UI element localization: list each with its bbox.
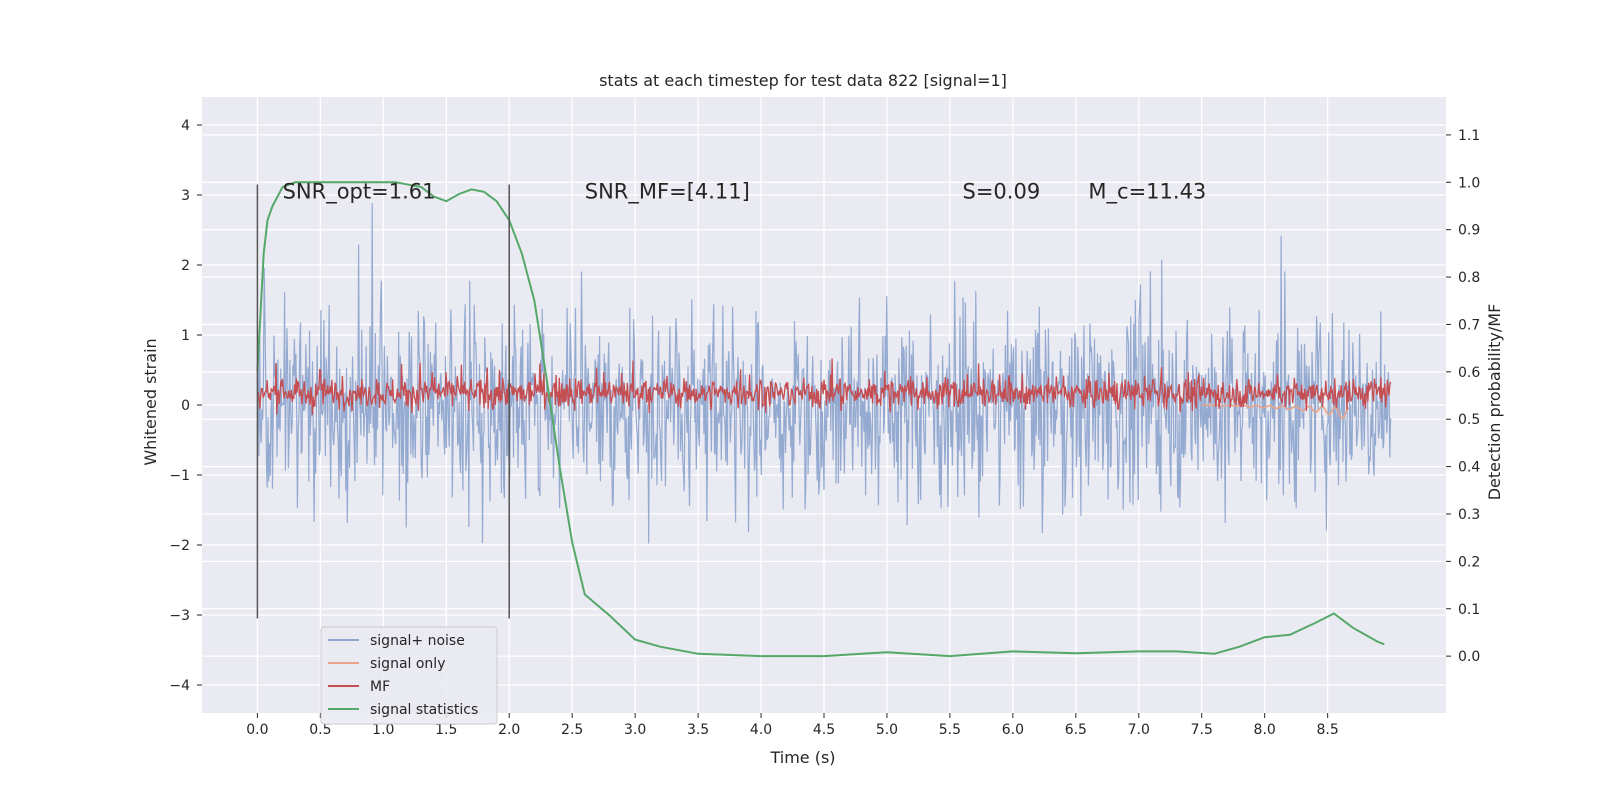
y-tick-label-right: 0.2 — [1458, 554, 1480, 570]
x-tick-label: 4.0 — [750, 722, 772, 738]
x-tick-label: 1.5 — [435, 722, 457, 738]
y-tick-label-right: 0.6 — [1458, 365, 1480, 381]
annotation-text: M_c=11.43 — [1088, 180, 1206, 205]
y-axis-label: Whitened strain — [141, 338, 160, 465]
x-axis-label: Time (s) — [769, 748, 835, 767]
y-tick-label: −1 — [169, 468, 190, 484]
y-tick-label-right: 0.1 — [1458, 602, 1480, 618]
annotation-text: SNR_MF=[4.11] — [585, 180, 750, 205]
x-tick-label: 8.0 — [1254, 722, 1276, 738]
y-tick-label: 1 — [181, 328, 190, 344]
legend-box — [320, 626, 498, 725]
legend: signal+ noise signal only MF signal stat… — [320, 626, 498, 725]
y-tick-label-right: 1.1 — [1458, 128, 1480, 144]
x-tick-label: 0.5 — [309, 722, 331, 738]
y-tick-label-right: 0.5 — [1458, 412, 1480, 428]
legend-label-mf: MF — [370, 679, 390, 695]
x-tick-label: 2.0 — [498, 722, 520, 738]
x-tick-label: 8.5 — [1317, 722, 1339, 738]
x-tick-label: 7.0 — [1128, 722, 1150, 738]
x-tick-label: 5.5 — [939, 722, 961, 738]
x-tick-label: 5.0 — [876, 722, 898, 738]
legend-label-signal-only: signal only — [370, 656, 445, 672]
axes: 0.0 0.5 1.0 1.5 2.0 2.5 3.0 3.5 4.0 4.5 5.0 5.5 6.0 6… — [169, 118, 1480, 738]
x-tick-label: 6.0 — [1002, 722, 1024, 738]
y-tick-label-right: 0.4 — [1458, 460, 1480, 476]
legend-label-signal-statistics: signal statistics — [370, 702, 478, 718]
y-tick-label: 2 — [181, 258, 190, 274]
annotation-text: SNR_opt=1.61 — [283, 180, 436, 205]
y-tick-label: −4 — [169, 678, 190, 694]
series-line-signal-statistics — [256, 181, 1385, 658]
y-tick-label: −3 — [169, 608, 190, 624]
x-tick-label: 2.5 — [561, 722, 583, 738]
annotations: SNR_opt=1.61 SNR_MF=[4.11] S=0.09 M_c=11.43 — [283, 180, 1207, 205]
y-tick-label-right: 0.9 — [1458, 223, 1480, 239]
legend-label-signal-noise: signal+ noise — [370, 633, 465, 649]
x-tick-label: 3.0 — [624, 722, 646, 738]
y-tick-label: 4 — [181, 118, 190, 134]
annotation-text: S=0.09 — [963, 180, 1041, 204]
y-tick-label-right: 0.3 — [1458, 507, 1480, 523]
x-tick-label: 0.0 — [246, 722, 268, 738]
y-tick-label-right: 1.0 — [1458, 175, 1480, 191]
y-tick-label: 0 — [181, 398, 190, 414]
y-tick-label: 3 — [181, 188, 190, 204]
y-tick-label: −2 — [169, 538, 190, 554]
series-group — [256, 181, 1392, 658]
y-tick-label-right: 0.0 — [1458, 649, 1480, 665]
x-tick-label: 4.5 — [813, 722, 835, 738]
x-tick-label: 3.5 — [687, 722, 709, 738]
x-tick-label: 6.5 — [1065, 722, 1087, 738]
series-line-mf — [256, 358, 1392, 415]
y-axis-label-right: Detection probability/MF — [1485, 304, 1504, 501]
x-tick-label: 1.0 — [372, 722, 394, 738]
x-tick-label: 7.5 — [1191, 722, 1213, 738]
series-line-signal-noise — [256, 203, 1392, 544]
y-tick-label-right: 0.7 — [1458, 317, 1480, 333]
y-tick-label-right: 0.8 — [1458, 270, 1480, 286]
chart-title: stats at each timestep for test data 822… — [599, 71, 1007, 90]
